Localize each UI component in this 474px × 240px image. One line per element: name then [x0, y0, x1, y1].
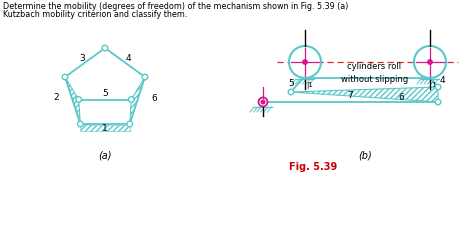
Text: 5: 5: [288, 78, 294, 88]
Circle shape: [142, 74, 148, 80]
Text: 4: 4: [439, 76, 445, 85]
Text: Fig. 5.39: Fig. 5.39: [289, 162, 337, 172]
Circle shape: [435, 84, 441, 90]
Text: Determine the mobility (degrees of freedom) of the mechanism shown in Fig. 5.39 : Determine the mobility (degrees of freed…: [3, 2, 348, 11]
Text: 1: 1: [431, 82, 436, 88]
Circle shape: [288, 89, 294, 95]
Circle shape: [258, 97, 267, 107]
Circle shape: [62, 74, 68, 80]
Circle shape: [127, 121, 133, 127]
Text: cylinders roll
without slipping: cylinders roll without slipping: [341, 62, 408, 84]
Text: Kutzbach mobility criterion and classify them.: Kutzbach mobility criterion and classify…: [3, 10, 187, 19]
Text: (a): (a): [98, 151, 112, 161]
Text: 7: 7: [347, 91, 354, 101]
Text: 3: 3: [79, 54, 85, 63]
Circle shape: [261, 100, 265, 104]
Text: 2: 2: [53, 93, 59, 102]
Text: 3: 3: [434, 54, 440, 62]
Circle shape: [102, 45, 108, 51]
Text: |1: |1: [306, 82, 313, 89]
Text: 5: 5: [102, 89, 108, 98]
Circle shape: [289, 46, 321, 78]
Text: 1: 1: [102, 125, 108, 133]
Text: 6: 6: [398, 93, 404, 102]
Text: 4: 4: [125, 54, 131, 63]
Text: 2: 2: [308, 54, 314, 62]
Circle shape: [128, 97, 134, 102]
Circle shape: [303, 60, 307, 64]
Circle shape: [414, 46, 446, 78]
Circle shape: [76, 97, 82, 102]
Circle shape: [78, 121, 83, 127]
Text: (b): (b): [358, 150, 372, 160]
Circle shape: [435, 99, 441, 105]
Circle shape: [428, 60, 432, 64]
Text: 6: 6: [151, 94, 157, 103]
